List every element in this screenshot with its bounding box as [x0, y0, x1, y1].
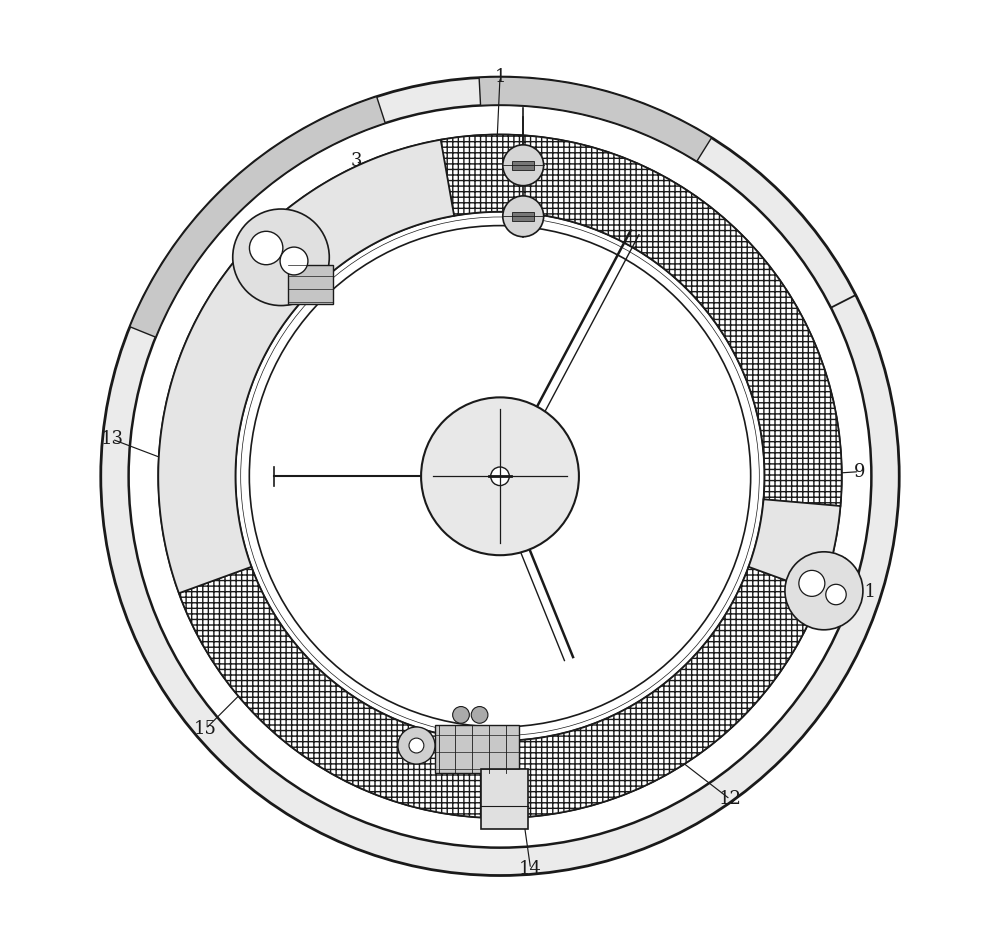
Circle shape — [241, 217, 759, 736]
Text: 7: 7 — [544, 562, 555, 580]
Circle shape — [453, 706, 469, 723]
Circle shape — [129, 105, 871, 848]
Circle shape — [158, 134, 842, 818]
Circle shape — [826, 585, 846, 604]
Bar — [512, 212, 534, 221]
Bar — [435, 725, 519, 773]
Circle shape — [503, 196, 544, 236]
Circle shape — [398, 727, 435, 764]
Text: 5: 5 — [624, 460, 636, 478]
Polygon shape — [479, 77, 712, 162]
Circle shape — [409, 738, 424, 753]
Polygon shape — [441, 134, 842, 506]
Circle shape — [249, 232, 283, 264]
Circle shape — [235, 212, 765, 741]
Circle shape — [101, 77, 899, 875]
Text: 3: 3 — [350, 151, 362, 170]
Bar — [512, 161, 534, 170]
Text: 12: 12 — [719, 790, 742, 809]
Text: 9: 9 — [854, 462, 865, 481]
Text: 14: 14 — [519, 860, 542, 878]
Circle shape — [233, 209, 329, 305]
Circle shape — [471, 706, 488, 723]
Polygon shape — [130, 96, 385, 337]
Text: 13: 13 — [100, 431, 123, 448]
Bar — [288, 264, 333, 304]
Polygon shape — [158, 140, 454, 593]
Polygon shape — [179, 567, 821, 818]
Text: 15: 15 — [194, 720, 217, 738]
Text: 1: 1 — [494, 68, 506, 86]
Text: 11: 11 — [853, 584, 876, 601]
Text: 2: 2 — [838, 558, 849, 575]
Text: 6: 6 — [527, 318, 538, 337]
Circle shape — [799, 571, 825, 597]
Text: 4: 4 — [601, 500, 612, 517]
Bar — [481, 769, 528, 829]
Circle shape — [421, 397, 579, 555]
Circle shape — [280, 248, 308, 275]
Circle shape — [503, 145, 544, 186]
Circle shape — [491, 467, 509, 486]
Circle shape — [785, 552, 863, 630]
Polygon shape — [749, 500, 840, 593]
